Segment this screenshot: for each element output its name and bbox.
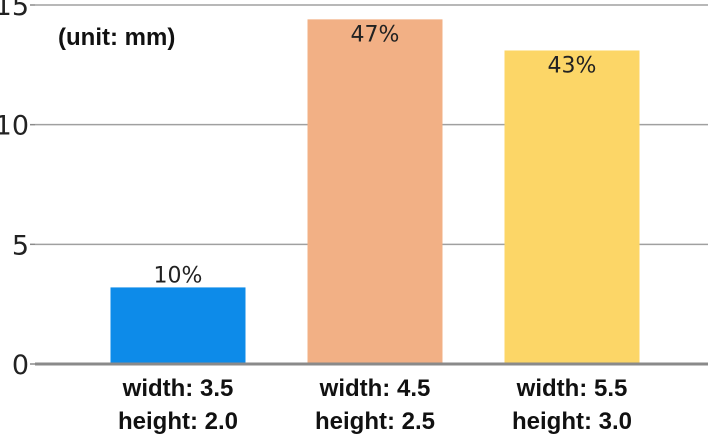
x-tick-label: height: 3.0 bbox=[512, 408, 632, 435]
bar bbox=[110, 287, 246, 364]
x-tick-label: width: 4.5 bbox=[319, 375, 431, 402]
bar bbox=[307, 19, 443, 365]
x-tick-label: width: 3.5 bbox=[122, 375, 234, 402]
x-axis-labels: width: 3.5 height: 2.0 width: 4.5 height: 2… bbox=[118, 375, 632, 435]
y-axis-ticks: 0 5 10 15 bbox=[0, 0, 35, 381]
x-tick-label: height: 2.5 bbox=[315, 408, 435, 435]
data-label: 43% bbox=[548, 53, 597, 78]
y-tick-label: 15 bbox=[0, 0, 29, 22]
y-tick-label: 0 bbox=[12, 350, 29, 381]
unit-annotation: (unit: mm) bbox=[58, 24, 175, 51]
x-tick-label: width: 5.5 bbox=[516, 375, 628, 402]
data-label: 10% bbox=[154, 263, 203, 288]
data-label: 47% bbox=[351, 22, 400, 47]
data-labels: 10% 47% 43% bbox=[154, 22, 597, 288]
y-tick-label: 10 bbox=[0, 111, 29, 142]
bars bbox=[110, 19, 640, 365]
x-tick-label: height: 2.0 bbox=[118, 408, 238, 435]
bar bbox=[504, 50, 640, 365]
y-tick-label: 5 bbox=[12, 230, 29, 261]
